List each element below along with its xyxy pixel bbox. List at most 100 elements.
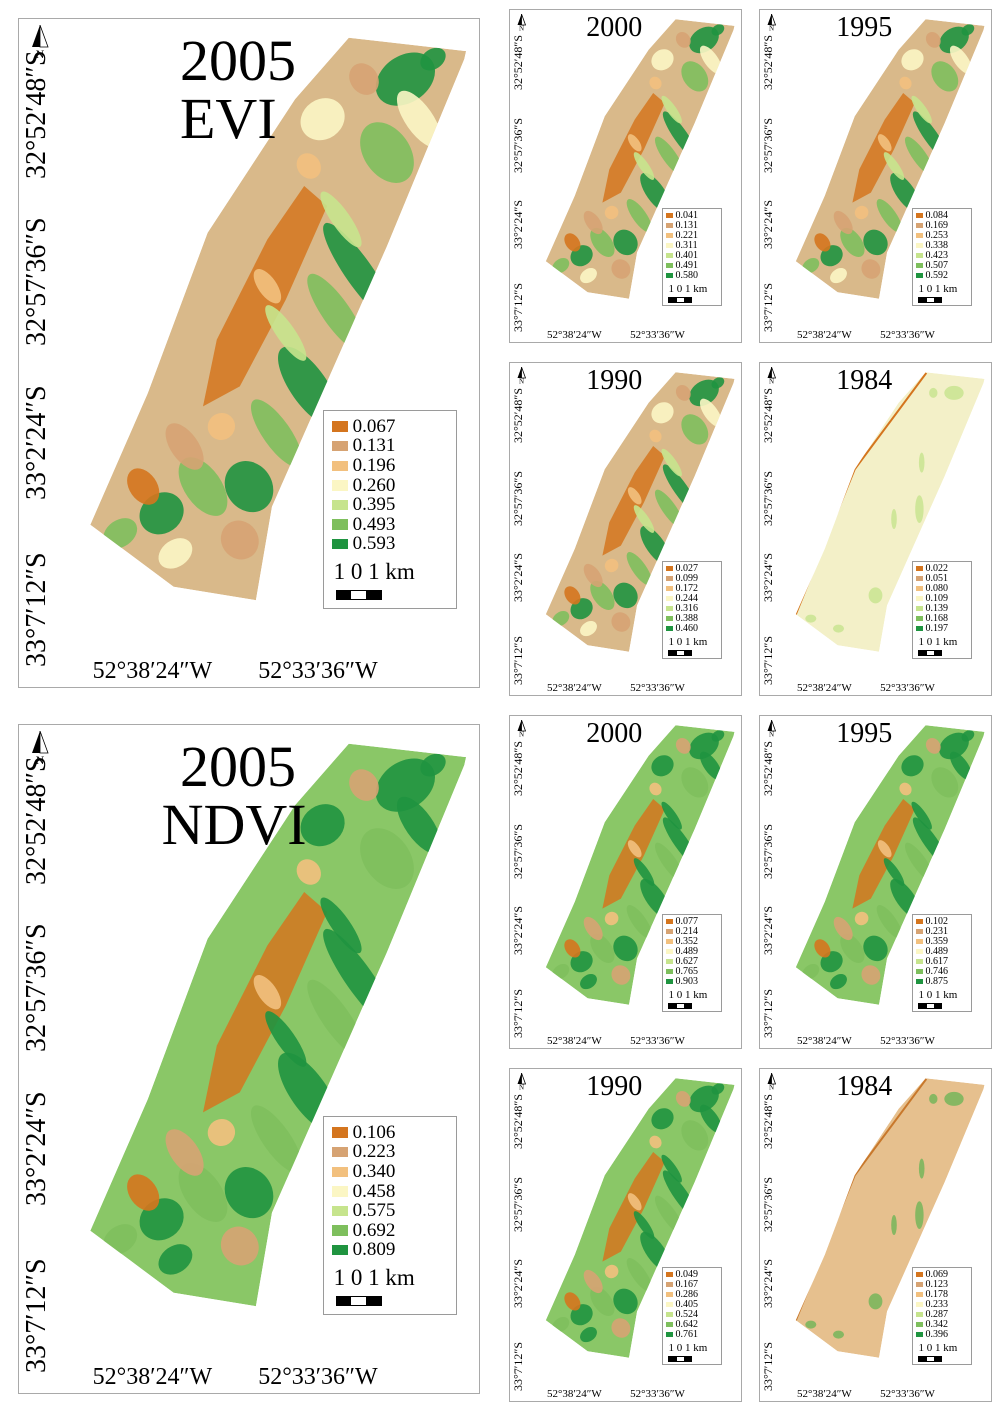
legend-item: 0.692 [331, 1221, 448, 1241]
study-area-strip [795, 1078, 985, 1358]
legend-swatch [666, 1302, 674, 1307]
latitude-label: 32°57′36″S [511, 117, 525, 173]
vegetation-patch [711, 1083, 725, 1095]
latitude-label: 33°7′12″S [511, 635, 525, 686]
latitude-label: 33°2′24″S [761, 552, 775, 603]
vegetation-patch [689, 1085, 719, 1113]
legend-box: 0.027 0.099 0.172 0.244 0.316 0.388 0.460 1 0 1… [662, 560, 723, 659]
legend-value: 0.352 [675, 935, 698, 947]
vegetation-patch [627, 487, 642, 505]
vegetation-patch [583, 1269, 603, 1294]
legend-item: 0.260 [331, 475, 448, 496]
latitude-label: 32°57′36″S [511, 1176, 525, 1232]
legend-value: 0.233 [925, 1298, 948, 1310]
latitude-label: 32°52′48″S [21, 756, 52, 886]
vegetation-patch [158, 538, 193, 569]
vegetation-patch [627, 1193, 642, 1211]
vegetation-patch [613, 582, 638, 609]
legend-box: 0.106 0.223 0.340 0.458 0.575 0.692 0.809 1 0 1… [322, 1115, 457, 1315]
vegetation-patch [681, 61, 709, 92]
vegetation-patch [830, 974, 847, 990]
longitude-label: 52°33′36″W [880, 1035, 935, 1047]
legend-item: 0.338 [916, 240, 968, 251]
legend-swatch [331, 538, 348, 550]
north-arrow-icon: N [517, 720, 527, 739]
longitude-label: 52°38′24″W [796, 682, 852, 694]
legend-value: 0.131 [352, 435, 396, 457]
legend-box: 0.084 0.169 0.253 0.338 0.423 0.507 0.592 1 0 1… [912, 207, 973, 306]
latitude-label: 33°7′12″S [761, 635, 775, 686]
legend-item: 0.765 [666, 966, 718, 977]
legend-value: 0.875 [925, 975, 948, 987]
latitude-label: 33°2′24″S [761, 1258, 775, 1309]
north-arrow-icon: N [517, 14, 527, 33]
legend-value: 0.077 [675, 915, 698, 927]
legend-swatch [666, 979, 674, 984]
vegetation-patch [918, 1158, 925, 1179]
longitude-label: 52°38′24″W [92, 658, 213, 684]
legend-item: 0.102 [916, 916, 968, 927]
map-image [545, 1078, 735, 1358]
vegetation-patch [280, 537, 310, 570]
legend-swatch [331, 1127, 348, 1138]
vegetation-patch [675, 1091, 691, 1107]
legend-item: 0.049 [666, 1269, 718, 1280]
vegetation-patch [611, 1318, 631, 1338]
vegetation-patch [649, 1135, 662, 1149]
legend-swatch [666, 1282, 674, 1287]
vegetation-patch [165, 1129, 204, 1176]
year-title: 2000 [586, 12, 643, 43]
legend-item: 0.491 [666, 259, 718, 271]
vegetation-patch [699, 45, 723, 74]
legend-item: 0.169 [916, 219, 968, 231]
longitude-label: 52°33′36″W [880, 329, 935, 341]
legend-box: 0.049 0.167 0.286 0.405 0.524 0.642 0.761 1 0 1… [662, 1266, 723, 1365]
legend-value: 0.627 [675, 955, 698, 967]
legend-value: 0.491 [675, 259, 698, 271]
vegetation-patch [863, 229, 888, 256]
north-label: N [519, 731, 524, 739]
vegetation-patch [840, 933, 865, 963]
vegetation-patch [883, 152, 905, 180]
scale-bar [918, 649, 943, 656]
vegetation-patch [420, 753, 446, 777]
legend-item: 0.342 [916, 1319, 968, 1330]
longitude-label: 52°33′36″W [630, 1035, 685, 1047]
legend-swatch [916, 566, 924, 571]
vegetation-patch [661, 801, 682, 830]
legend-value: 0.027 [675, 562, 698, 574]
scale-bar [918, 296, 943, 303]
legend-value: 0.396 [925, 1328, 948, 1340]
vegetation-patch [651, 755, 674, 777]
legend-item: 0.593 [331, 533, 448, 555]
legend-item: 0.168 [916, 613, 968, 624]
legend-swatch [666, 576, 674, 581]
north-label: N [769, 731, 774, 739]
legend-item: 0.080 [916, 583, 968, 594]
map-image [545, 372, 735, 652]
legend-value: 0.109 [925, 592, 948, 604]
vegetation-patch [300, 804, 345, 847]
map-image [795, 725, 985, 1005]
map-image [795, 19, 985, 299]
legend-value: 0.593 [352, 533, 396, 555]
vegetation-patch [899, 782, 912, 796]
legend-value: 0.169 [925, 219, 948, 231]
legend-box: 0.102 0.231 0.359 0.489 0.617 0.746 0.875 1 0 1… [912, 913, 973, 1012]
vegetation-patch [876, 905, 903, 939]
legend-swatch [916, 626, 924, 631]
map-panel-ndvi_2005: N 32°52′48″S 32°57′36″S 33°2′24″S 33°7′12″S 5… [18, 724, 480, 1394]
vegetation-patch [296, 859, 321, 885]
legend-item: 0.286 [666, 1289, 718, 1300]
legend-item: 0.617 [916, 956, 968, 967]
vegetation-patch [360, 122, 414, 183]
legend-box: 0.022 0.051 0.080 0.109 0.139 0.168 0.197 1 0 1… [912, 560, 973, 659]
scale-bar [335, 589, 382, 600]
scale-label: 1 0 1 km [668, 988, 708, 1001]
legend-item: 0.214 [666, 926, 718, 937]
legend-item: 0.197 [916, 623, 968, 634]
legend-item: 0.642 [666, 1319, 718, 1330]
legend-item: 0.396 [916, 1328, 968, 1340]
longitude-label: 52°38′24″W [796, 1035, 852, 1047]
vegetation-patch [633, 152, 655, 180]
